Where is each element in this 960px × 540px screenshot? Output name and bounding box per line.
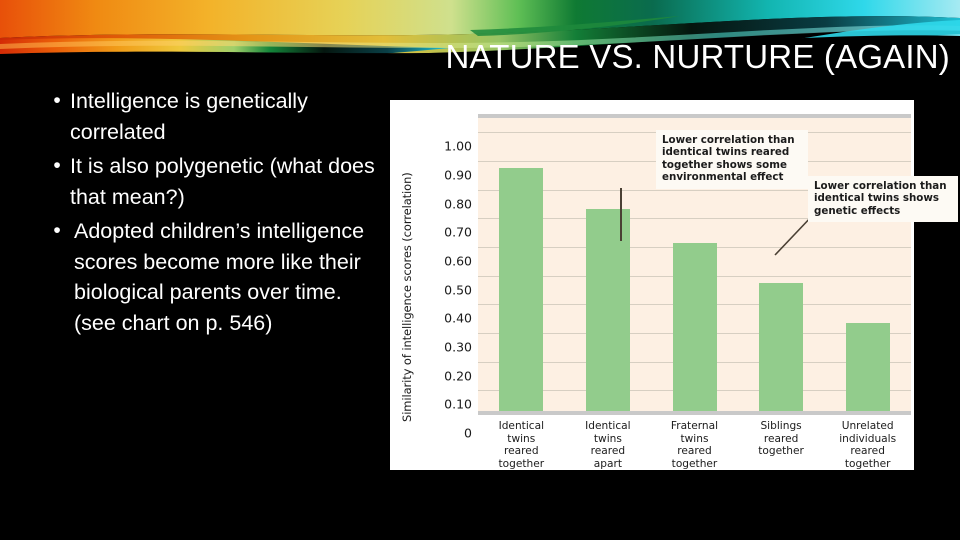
- gridline: [478, 189, 911, 191]
- x-axis-label-line: Identical: [585, 420, 631, 432]
- x-axis-baseline: [478, 411, 911, 415]
- bar: [672, 243, 717, 415]
- bullet-list: • Intelligence is genetically correlated…: [46, 86, 376, 342]
- bullet-marker-icon: •: [53, 154, 61, 177]
- chart-annotation-2: Lower correlation than identical twins s…: [808, 176, 958, 223]
- bar: [585, 208, 630, 415]
- chart-annotation-1: Lower correlation than identical twins r…: [656, 130, 808, 189]
- gridline: [478, 218, 911, 220]
- chart-panel: Similarity of intelligence scores (corre…: [390, 100, 958, 470]
- x-axis-label-line: reared: [504, 445, 539, 458]
- plot-inner: [478, 118, 911, 415]
- y-axis-tick-label: 0.50: [444, 282, 472, 298]
- callout-leader-line-1: [620, 188, 622, 241]
- x-axis-label-line: twins: [680, 432, 709, 445]
- bullet-marker-icon: •: [53, 219, 61, 242]
- bullet-marker-icon: •: [53, 89, 61, 112]
- x-axis-label-line: individuals: [839, 432, 897, 445]
- bar: [845, 323, 890, 415]
- bullet-item: • Intelligence is genetically correlated: [46, 86, 376, 147]
- x-axis-label-line: reared: [677, 445, 712, 458]
- x-axis-category-label: Siblings reared together: [738, 420, 825, 468]
- plot-area: Lower correlation than identical twins r…: [478, 114, 958, 415]
- bullet-item: • Adopted children’s intelligence scores…: [46, 216, 376, 338]
- bullet-text: Intelligence is genetically correlated: [70, 89, 308, 144]
- x-axis-label-line: twins: [593, 432, 622, 445]
- y-axis-tick-label: 0.30: [444, 339, 472, 355]
- y-axis-tick-label: 1.00: [444, 138, 472, 154]
- x-axis-label-line: Fraternal: [670, 420, 719, 432]
- x-axis-label-line: together: [498, 457, 545, 470]
- x-axis-label-line: together: [844, 457, 891, 470]
- bullet-text: It is also polygenetic (what does that m…: [70, 154, 375, 209]
- y-axis-tick-labels: 1.00 0.90 0.80 0.70 0.60 0.50 0.40 0.30 0.20 0.10…: [424, 118, 472, 441]
- x-axis-label-line: twins: [507, 432, 536, 445]
- bullet-text: Adopted children’s intelligence scores b…: [74, 219, 365, 335]
- x-axis-category-label: Identical twins reared together: [478, 420, 565, 470]
- bullet-item: • It is also polygenetic (what does that…: [46, 151, 376, 212]
- x-axis-category-labels: Identical twins reared together Identical twi…: [478, 420, 911, 470]
- y-axis-tick-label: 0.80: [444, 196, 472, 212]
- y-axis-tick-label: 0.10: [444, 396, 472, 412]
- x-axis-category-label: Unrelated individuals reared together: [824, 420, 911, 470]
- y-axis-tick-label: 0.20: [444, 368, 472, 384]
- x-axis-label-line: together: [671, 457, 718, 470]
- y-axis-tick-label: 0: [464, 425, 472, 441]
- slide-title: NATURE VS. NURTURE (AGAIN): [445, 38, 950, 75]
- x-axis-label-line: Siblings: [760, 420, 802, 432]
- x-axis-category-label: Fraternal twins reared together: [651, 420, 738, 470]
- bar: [759, 283, 804, 415]
- x-axis-label-line: Unrelated: [841, 420, 894, 432]
- x-axis-label-line: apart: [593, 457, 622, 470]
- x-axis-label-line: reared: [763, 432, 799, 445]
- y-axis-tick-label: 0.70: [444, 224, 472, 240]
- x-axis-category-label: Identical twins reared apart: [565, 420, 652, 470]
- x-axis-label-line: together: [758, 445, 804, 458]
- x-axis-label-line: reared: [590, 445, 626, 458]
- swoosh-graphic: [0, 0, 960, 96]
- y-axis-title: Similarity of intelligence scores (corre…: [400, 172, 414, 422]
- callout-leader-line-2: [774, 214, 814, 256]
- y-axis-tick-label: 0.90: [444, 167, 472, 183]
- y-axis-tick-label: 0.60: [444, 253, 472, 269]
- y-axis-tick-label: 0.40: [444, 310, 472, 326]
- x-axis-label-line: reared: [850, 445, 885, 458]
- bar: [499, 168, 544, 415]
- header-swoosh-decoration: [0, 0, 960, 96]
- x-axis-label-line: Identical: [498, 420, 545, 432]
